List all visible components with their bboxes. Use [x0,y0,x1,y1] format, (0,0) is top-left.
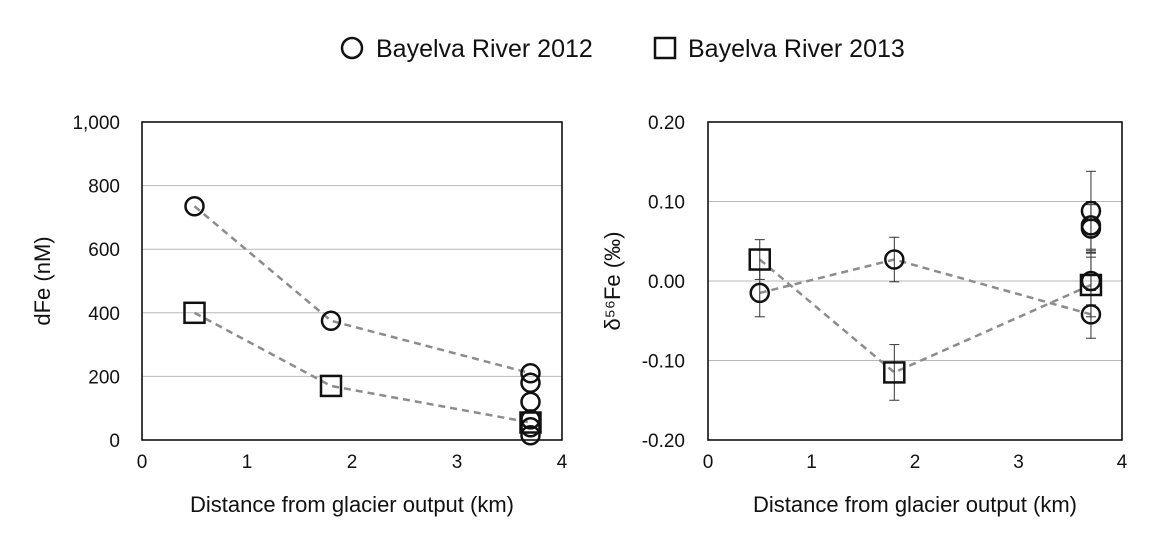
circle-marker-2012 [1080,304,1102,325]
x-tick-label: 1 [242,452,253,473]
plot-frame [141,121,563,441]
legend-label-2013: Bayelva River 2013 [688,35,905,63]
legend-square-marker [653,36,677,60]
square-marker-2013 [748,248,771,271]
x-tick-label: 3 [452,452,463,473]
y-tick-label: 0.10 [648,193,685,214]
circle-marker-2012 [520,424,541,446]
series-connector-line [193,205,531,375]
y-tick-label: -0.20 [642,431,685,452]
x-tick-label: 2 [347,452,358,473]
y-tick-label: 800 [88,177,120,198]
x-axis-title: Distance from glacier output (km) [190,492,514,517]
y-tick-label: 600 [88,240,120,261]
legend: Bayelva River 2012 Bayelva River 2013 [340,35,905,63]
y-tick-label: 400 [88,304,120,325]
circle-marker-2012 [749,282,770,304]
circle-marker-2012 [520,372,541,394]
circle-marker-2012 [520,391,541,413]
square-marker-2013 [319,374,343,398]
square-marker-2013 [883,361,906,384]
x-tick-label: 4 [1117,452,1128,473]
series-connector-line [758,258,1092,374]
square-marker-2013 [519,411,542,434]
x-axis-title: Distance from glacier output (km) [753,492,1077,517]
y-tick-label: 0.20 [648,113,685,134]
y-tick-label: 0 [109,431,120,452]
panel-dfe: 0 200 400 600 800 1,000 0 1 2 3 4 Distance from gla… [30,113,568,517]
x-tick-label: 1 [806,452,817,473]
x-tick-label: 2 [910,452,921,473]
circle-marker-2012 [520,362,541,384]
legend-circle-marker [340,36,364,60]
y-tick-label: 200 [88,367,120,388]
y-tick-label: 0.00 [648,272,685,293]
x-tick-label: 4 [557,452,568,473]
square-marker-2013 [1079,273,1103,297]
circle-marker-2012 [184,196,205,217]
circle-marker-2012 [1080,218,1102,239]
y-axis-title: δ⁵⁶Fe (‰) [600,232,625,331]
x-tick-label: 0 [703,452,714,473]
y-axis-title: dFe (nM) [30,236,55,325]
x-tick-label: 0 [137,452,148,473]
y-tick-label: -0.10 [642,352,685,373]
x-tick-label: 3 [1013,452,1024,473]
y-tick-label: 1,000 [72,113,120,134]
series-connector-line [193,311,531,424]
square-marker-2013 [183,301,206,325]
circle-marker-2012 [320,310,342,331]
plot-frame [707,121,1123,441]
circle-marker-2012 [884,249,905,270]
panel-delta56fe: -0.20 -0.10 0.00 0.10 0.20 0 1 2 3 4 Distance from… [600,113,1128,517]
legend-label-2012: Bayelva River 2012 [376,35,593,63]
